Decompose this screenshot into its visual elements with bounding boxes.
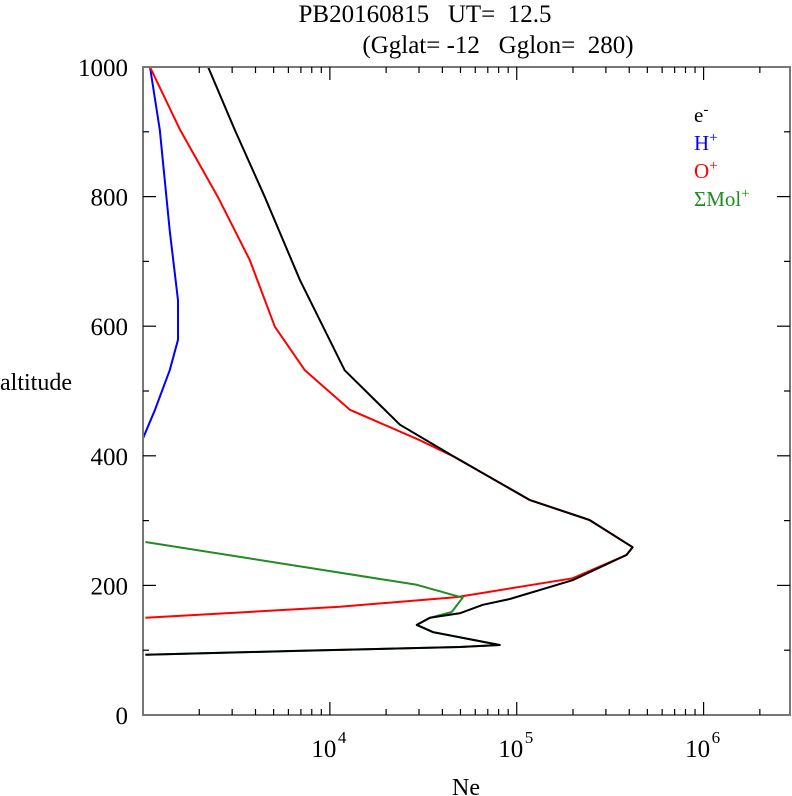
x-tick-label-exponent: 5 — [525, 728, 534, 747]
series-line-h-plus — [142, 66, 179, 439]
legend-entry: O+ — [694, 158, 718, 183]
y-axis-label: altitude — [0, 370, 72, 396]
x-tick-label-exponent: 6 — [712, 728, 721, 747]
legend-entry-superscript: + — [709, 158, 717, 174]
plot-frame — [142, 66, 791, 716]
x-tick-label: 10 — [498, 736, 523, 763]
legend-entry: ΣMol+ — [694, 186, 750, 211]
y-tick-label: 400 — [91, 444, 129, 471]
x-axis-label: Ne — [452, 775, 480, 796]
series-line-o-plus — [145, 66, 634, 619]
legend-entry-superscript: + — [741, 186, 749, 202]
chart-title-line1: PB20160815 UT= 12.5 — [298, 1, 551, 28]
y-tick-label: 600 — [91, 314, 129, 341]
legend-entry-superscript: - — [703, 102, 708, 118]
x-tick-label: 10 — [311, 736, 336, 763]
y-tick-label: 0 — [116, 703, 129, 730]
chart-title-line2: (Gglat= -12 Gglon= 280) — [362, 32, 633, 59]
y-tick-label: 800 — [91, 185, 129, 212]
legend-entry: e- — [694, 102, 708, 127]
legend-entry: H+ — [694, 130, 718, 155]
y-tick-label: 200 — [91, 573, 129, 600]
series-line-electron — [145, 66, 634, 656]
y-tick-label: 1000 — [78, 55, 128, 82]
x-tick-label-exponent: 4 — [338, 728, 347, 747]
x-tick-label: 10 — [685, 736, 710, 763]
legend-entry-superscript: + — [709, 130, 717, 146]
